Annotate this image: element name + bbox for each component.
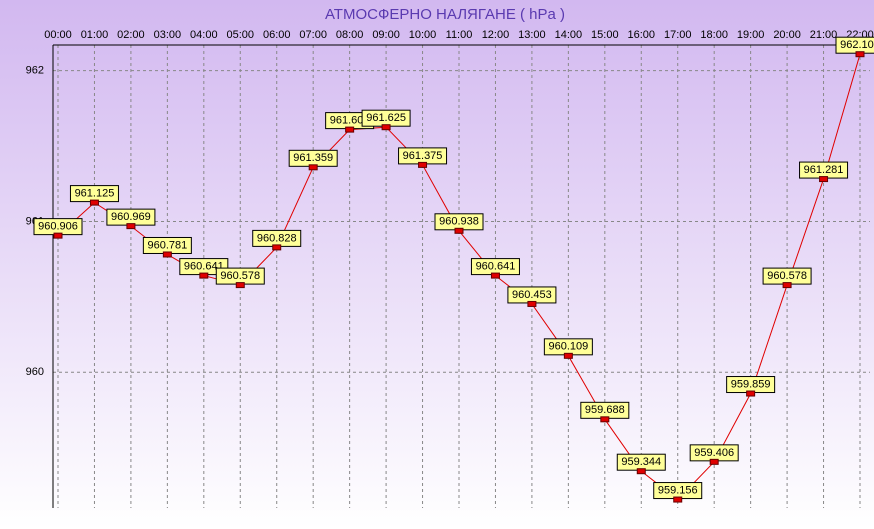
data-label: 960.578 (220, 270, 260, 282)
plot: 960.906961.125960.969960.781960.641960.5… (33, 36, 874, 503)
x-tick-label: 08:00 (336, 29, 364, 41)
point (89, 199, 99, 206)
data-label: 960.938 (439, 216, 479, 228)
point (272, 244, 282, 251)
point (308, 164, 318, 171)
data-label: 961.625 (366, 112, 406, 124)
x-tick-label: 00:00 (44, 29, 72, 41)
x-tick-label: 03:00 (154, 29, 182, 41)
point (746, 390, 756, 397)
y-tick-label: 962 (26, 65, 44, 77)
point (381, 124, 391, 131)
point (709, 458, 719, 465)
point (563, 352, 573, 359)
data-label: 961.359 (293, 152, 333, 164)
point (235, 282, 245, 289)
data-label: 962.109 (840, 39, 874, 51)
data-label: 960.578 (767, 270, 807, 282)
point (600, 416, 610, 423)
data-label: 959.156 (658, 484, 698, 496)
x-tick-label: 09:00 (372, 29, 400, 41)
data-label: 959.688 (585, 404, 625, 416)
data-label: 960.906 (38, 221, 78, 233)
data-label: 960.828 (257, 232, 297, 244)
x-tick-label: 01:00 (81, 29, 109, 41)
point (855, 51, 865, 58)
data-label: 959.406 (694, 447, 734, 459)
point (126, 223, 136, 230)
chart-title: АТМОСФЕРНО НАЛЯГАНЕ ( hPa ) (325, 6, 565, 23)
x-tick-label: 15:00 (591, 29, 619, 41)
x-tick-label: 10:00 (409, 29, 437, 41)
data-label: 961.125 (75, 188, 115, 200)
data-label: 960.453 (512, 289, 552, 301)
data-label: 960.641 (476, 261, 516, 273)
x-tick-label: 11:00 (446, 29, 473, 41)
point (53, 232, 63, 239)
data-label: 960.641 (184, 261, 224, 273)
point (636, 468, 646, 475)
point (454, 227, 464, 234)
point (673, 496, 683, 503)
point (418, 161, 428, 168)
x-tick-label: 16:00 (628, 29, 656, 41)
x-tick-label: 06:00 (263, 29, 291, 41)
data-label: 959.859 (731, 378, 771, 390)
point (782, 282, 792, 289)
point (490, 272, 500, 279)
x-tick-label: 18:00 (700, 29, 728, 41)
data-label: 960.109 (548, 341, 588, 353)
x-tick-label: 21:00 (810, 29, 838, 41)
data-label: 961.375 (403, 150, 443, 162)
point (345, 126, 355, 133)
x-tick-label: 04:00 (190, 29, 218, 41)
data-label: 961.281 (804, 164, 844, 176)
x-tick-label: 05:00 (227, 29, 255, 41)
data-label: 959.344 (621, 456, 661, 468)
y-tick-label: 960 (26, 366, 44, 378)
data-label: 960.781 (147, 239, 187, 251)
x-tick-label: 19:00 (737, 29, 765, 41)
point (199, 272, 209, 279)
data-label: 961.609 (330, 115, 370, 127)
x-tick-label: 17:00 (664, 29, 692, 41)
x-tick-label: 07:00 (299, 29, 327, 41)
grid: 96096196200:0001:0002:0003:0004:0005:000… (26, 29, 874, 508)
x-tick-label: 12:00 (482, 29, 510, 41)
point (819, 176, 829, 183)
x-tick-label: 14:00 (555, 29, 583, 41)
x-tick-label: 02:00 (117, 29, 145, 41)
x-tick-label: 13:00 (518, 29, 546, 41)
point (162, 251, 172, 258)
data-label: 960.969 (111, 211, 151, 223)
point (527, 300, 537, 307)
x-tick-label: 20:00 (773, 29, 801, 41)
